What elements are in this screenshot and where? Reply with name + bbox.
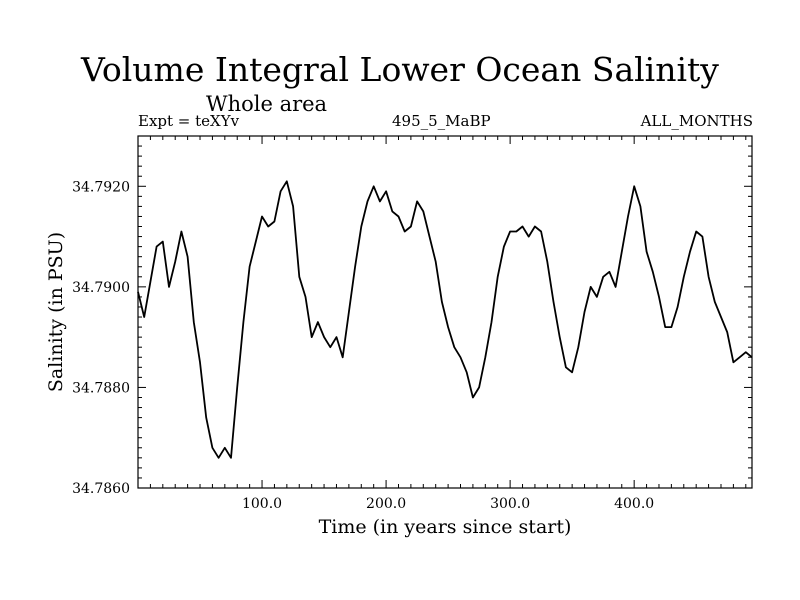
x-axis-label: Time (in years since start) <box>319 516 572 538</box>
y-axis-label: Salinity (in PSU) <box>45 232 67 392</box>
x-tick-label: 200.0 <box>366 496 406 512</box>
chart-subtitle: Whole area <box>206 92 328 116</box>
x-tick-label: 400.0 <box>614 496 654 512</box>
y-tick-label: 34.7900 <box>72 280 130 296</box>
run-label: 495_5_MaBP <box>392 112 491 130</box>
y-tick-label: 34.7880 <box>72 380 130 396</box>
series-line-1 <box>137 180 753 459</box>
y-tick-label: 34.7920 <box>72 179 130 195</box>
x-tick-label: 300.0 <box>490 496 530 512</box>
experiment-label: Expt = teXYv <box>138 112 240 130</box>
plot-frame <box>137 135 753 489</box>
x-tick-label: 100.0 <box>242 496 282 512</box>
months-label: ALL_MONTHS <box>640 112 753 130</box>
y-tick-label: 34.7860 <box>72 481 130 497</box>
chart-title: Volume Integral Lower Ocean Salinity <box>81 50 719 89</box>
